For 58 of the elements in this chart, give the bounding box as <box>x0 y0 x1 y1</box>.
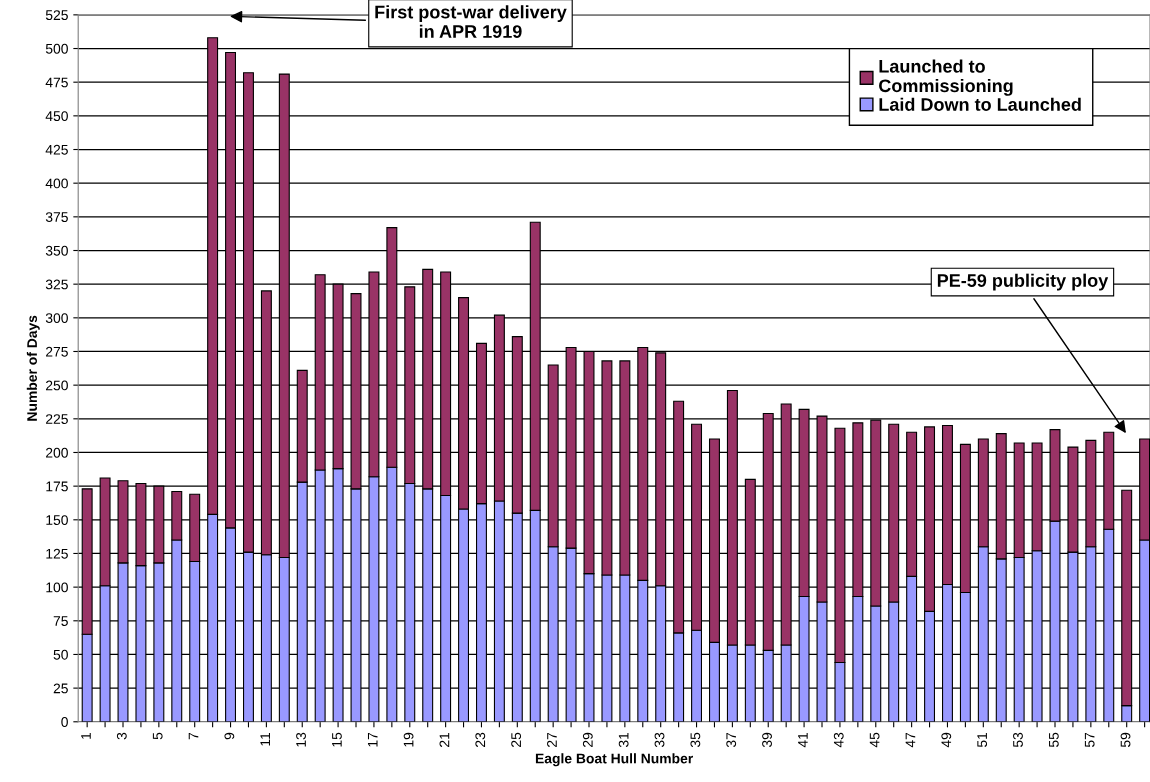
y-tick-label: 525 <box>45 10 68 21</box>
x-tick-label: 5 <box>152 732 163 740</box>
y-tick-label: 350 <box>45 245 68 256</box>
x-tick-label: 37 <box>726 732 737 748</box>
x-tick-label: 21 <box>439 732 450 747</box>
x-tick-label: 15 <box>332 732 342 747</box>
y-tick-label: 275 <box>46 346 68 357</box>
x-tick-label: 53 <box>1013 732 1023 748</box>
x-tick-label: 47 <box>905 732 916 748</box>
y-tick-label: 475 <box>45 77 68 88</box>
y-tick-label: 125 <box>46 548 68 559</box>
x-tick-label: 19 <box>403 732 414 747</box>
x-axis-title: Eagle Boat Hull Number <box>535 753 693 767</box>
legend-label: Laid Down to Launched <box>879 97 1081 111</box>
x-tick-label: 33 <box>654 732 665 748</box>
y-tick-label: 25 <box>53 683 68 694</box>
y-tick-label: 400 <box>45 178 68 189</box>
x-tick-label: 13 <box>296 732 306 747</box>
x-tick-label: 25 <box>511 732 522 747</box>
x-tick-label: 3 <box>116 732 127 740</box>
y-tick-label: 375 <box>45 212 68 223</box>
y-tick-label: 175 <box>46 481 68 492</box>
x-tick-label: 1 <box>81 732 91 739</box>
annotation: PE-59 publicity ploy <box>937 273 1109 291</box>
x-tick-label: 49 <box>941 732 952 748</box>
x-tick-label: 43 <box>833 732 844 748</box>
x-tick-label: 7 <box>188 732 199 740</box>
x-tick-label: 11 <box>260 732 270 746</box>
x-tick-label: 27 <box>547 732 557 747</box>
y-axis-title: Number of Days <box>26 315 40 421</box>
y-tick-label: 450 <box>45 111 68 122</box>
x-tick-label: 35 <box>690 732 701 748</box>
y-tick-label: 325 <box>45 279 68 290</box>
x-tick-label: 59 <box>1120 732 1131 748</box>
x-tick-label: 23 <box>475 732 486 747</box>
y-tick-label: 200 <box>46 447 68 458</box>
y-tick-label: 75 <box>53 616 68 626</box>
annotation: First post-war delivery in APR 1919 <box>375 5 567 38</box>
x-tick-label: 39 <box>762 732 772 748</box>
y-tick-label: 225 <box>46 414 68 424</box>
y-tick-label: 0 <box>61 717 68 727</box>
x-tick-label: 51 <box>977 732 988 748</box>
y-tick-label: 100 <box>46 582 68 593</box>
x-tick-label: 45 <box>869 732 880 748</box>
x-tick-label: 57 <box>1084 732 1095 748</box>
y-tick-label: 300 <box>45 313 68 323</box>
y-tick-label: 500 <box>45 43 68 54</box>
x-tick-label: 55 <box>1049 732 1059 748</box>
y-tick-label: 250 <box>46 380 68 391</box>
x-tick-label: 29 <box>582 732 593 747</box>
x-tick-label: 31 <box>618 732 629 748</box>
y-tick-label: 425 <box>45 144 68 155</box>
x-tick-label: 41 <box>798 732 808 748</box>
y-tick-label: 150 <box>46 515 68 525</box>
y-tick-label: 50 <box>53 649 68 660</box>
x-tick-label: 17 <box>367 732 378 747</box>
x-tick-label: 9 <box>224 732 235 740</box>
legend-label: Launched to Commissioning <box>879 59 1013 96</box>
